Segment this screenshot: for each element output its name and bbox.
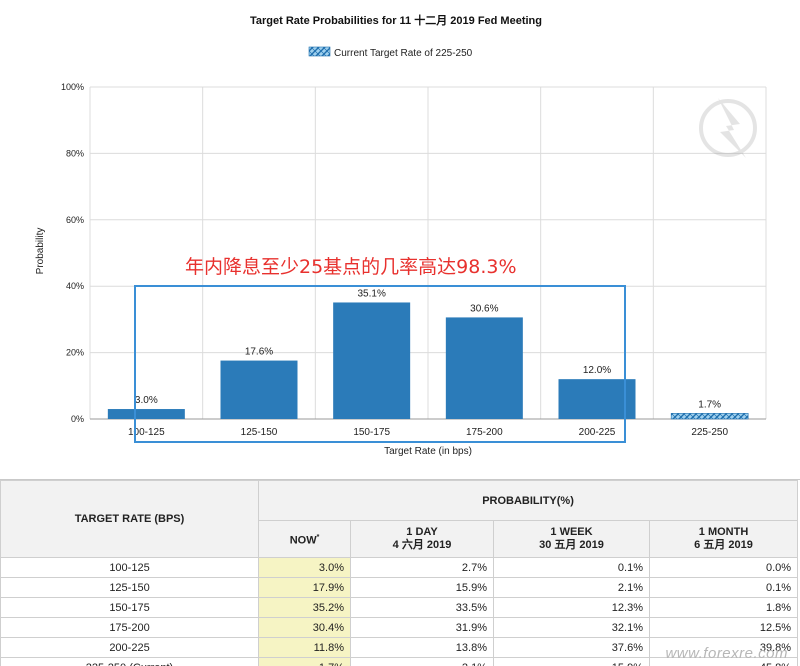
rate-cell: 175-200: [1, 618, 259, 638]
bar[interactable]: [333, 302, 410, 419]
bar[interactable]: [108, 409, 185, 419]
now-cell: 11.8%: [259, 638, 351, 658]
x-tick-label: 125-150: [241, 427, 278, 438]
rate-cell: 125-150: [1, 578, 259, 598]
x-tick-label: 200-225: [579, 427, 616, 438]
target-rate-header: TARGET RATE (BPS): [1, 481, 259, 558]
watermark: www.forexre.com: [665, 645, 788, 662]
one-month-cell: 0.0%: [650, 558, 798, 578]
y-tick-label: 80%: [66, 148, 84, 158]
bar[interactable]: [446, 317, 523, 419]
bar-data-label: 30.6%: [470, 303, 498, 314]
one-day-cell: 15.9%: [351, 578, 494, 598]
bar-current[interactable]: [671, 413, 748, 419]
bar[interactable]: [559, 379, 636, 419]
one-month-cell: 1.8%: [650, 598, 798, 618]
x-tick-label: 225-250: [691, 427, 728, 438]
legend-label[interactable]: Current Target Rate of 225-250: [334, 48, 473, 59]
chart-title: Target Rate Probabilities for 11 十二月 201…: [250, 13, 542, 27]
one-week-cell: 37.6%: [494, 638, 650, 658]
now-cell: 3.0%: [259, 558, 351, 578]
bar-data-label: 1.7%: [698, 399, 721, 410]
now-cell: 35.2%: [259, 598, 351, 618]
y-tick-label: 20%: [66, 348, 84, 358]
one-day-cell: 33.5%: [351, 598, 494, 618]
one-week-cell: 32.1%: [494, 618, 650, 638]
one-day-cell: 2.7%: [351, 558, 494, 578]
probability-header: PROBABILITY(%): [259, 481, 798, 521]
now-cell: 17.9%: [259, 578, 351, 598]
probability-table: TARGET RATE (BPS) PROBABILITY(%) NOW* 1 …: [0, 480, 798, 666]
bar-data-label: 3.0%: [135, 395, 158, 406]
legend-swatch: [309, 47, 330, 56]
probability-table-panel: TARGET RATE (BPS) PROBABILITY(%) NOW* 1 …: [0, 479, 800, 666]
one-day-cell: 13.8%: [351, 638, 494, 658]
x-tick-label: 175-200: [466, 427, 503, 438]
x-tick-label: 150-175: [353, 427, 390, 438]
quantum-logo: [701, 98, 755, 158]
bar-data-label: 17.6%: [245, 347, 273, 358]
one-week-cell: 2.1%: [494, 578, 650, 598]
y-tick-label: 0%: [71, 414, 84, 424]
bar-data-label: 12.0%: [583, 365, 611, 376]
y-tick-label: 60%: [66, 215, 84, 225]
annotation-text: 年内降息至少25基点的几率高达98.3%: [185, 256, 517, 278]
col-now[interactable]: NOW*: [259, 521, 351, 558]
rate-cell: 150-175: [1, 598, 259, 618]
rate-cell: 200-225: [1, 638, 259, 658]
y-tick-label: 100%: [61, 82, 84, 92]
one-week-cell: 12.3%: [494, 598, 650, 618]
one-week-cell: 0.1%: [494, 558, 650, 578]
y-axis-label: Probability: [35, 228, 46, 275]
now-cell: 30.4%: [259, 618, 351, 638]
bar[interactable]: [221, 361, 298, 419]
bar-chart: Target Rate Probabilities for 11 十二月 201…: [0, 0, 800, 470]
rate-cell: 100-125: [1, 558, 259, 578]
one-day-cell: 31.9%: [351, 618, 494, 638]
one-month-cell: 0.1%: [650, 578, 798, 598]
x-tick-label: 100-125: [128, 427, 165, 438]
chart-panel: Target Rate Probabilities for 11 十二月 201…: [0, 0, 800, 470]
bar-data-label: 35.1%: [357, 288, 385, 299]
x-axis-label: Target Rate (in bps): [384, 446, 472, 457]
one-month-cell: 12.5%: [650, 618, 798, 638]
y-tick-label: 40%: [66, 281, 84, 291]
